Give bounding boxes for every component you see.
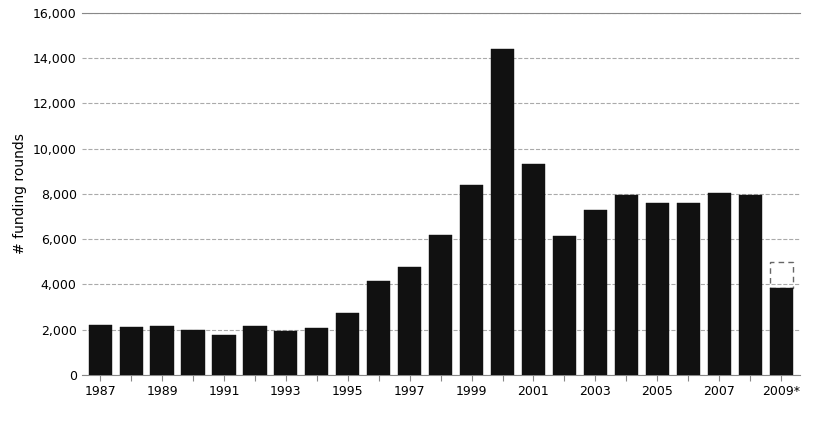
Bar xyxy=(305,328,328,375)
Bar xyxy=(707,193,731,375)
Bar xyxy=(738,195,762,375)
Bar xyxy=(181,330,205,375)
Bar xyxy=(89,325,112,375)
Bar xyxy=(522,164,545,375)
Bar xyxy=(429,235,452,375)
Bar xyxy=(274,331,298,375)
Bar xyxy=(645,203,669,375)
Bar xyxy=(491,49,514,375)
Bar xyxy=(336,313,359,375)
Bar xyxy=(552,236,576,375)
Bar xyxy=(119,327,143,375)
Bar xyxy=(769,262,792,288)
Bar xyxy=(676,203,700,375)
Bar xyxy=(460,185,483,375)
Bar xyxy=(212,335,236,375)
Bar xyxy=(583,210,607,375)
Bar xyxy=(367,281,390,375)
Y-axis label: # funding rounds: # funding rounds xyxy=(13,133,27,254)
Bar xyxy=(769,288,792,375)
Bar xyxy=(614,195,638,375)
Bar xyxy=(398,268,421,375)
Bar xyxy=(243,326,267,375)
Bar xyxy=(150,326,174,375)
